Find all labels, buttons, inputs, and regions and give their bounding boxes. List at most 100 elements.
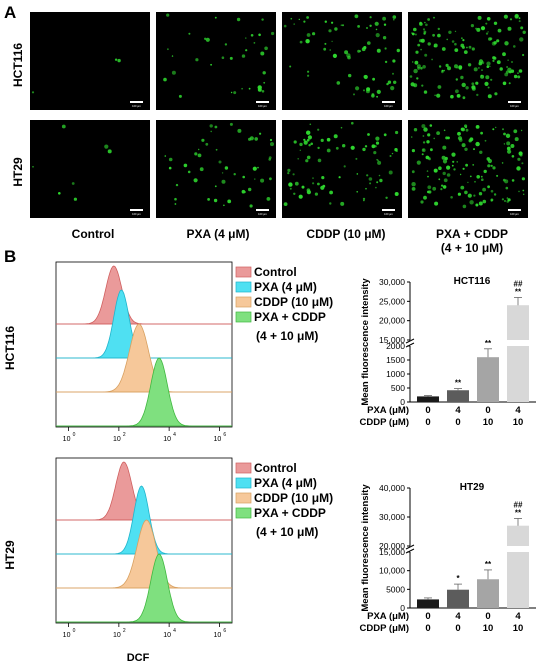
- fluorescent-cell: [292, 173, 295, 176]
- fluorescent-cell: [495, 126, 497, 129]
- fluorescent-cell: [270, 142, 274, 147]
- fluorescent-cell: [420, 200, 424, 204]
- fluorescent-cell: [460, 75, 464, 80]
- fluorescent-cell: [475, 141, 480, 147]
- fluorescent-cell: [478, 192, 483, 196]
- fluorescent-cell: [252, 166, 257, 171]
- fluorescent-cell: [323, 47, 327, 51]
- legend-label-combo: PXA + CDDP: [254, 506, 326, 520]
- fluorescent-cell: [289, 65, 292, 68]
- fluorescent-cell: [522, 53, 525, 57]
- cddp-dose: 10: [513, 623, 524, 634]
- fluorescent-cell: [365, 187, 367, 190]
- fluorescent-cell: [467, 181, 469, 184]
- fluorescent-cell: [436, 131, 440, 136]
- legend-swatch-control: [235, 266, 252, 278]
- fluorescent-cell: [440, 188, 443, 191]
- fluorescent-cell: [482, 187, 486, 192]
- fluorescent-cell: [199, 167, 204, 172]
- fluorescent-cell: [317, 158, 322, 163]
- y-tick-label: 20,000: [379, 316, 405, 326]
- fluorescent-cell: [346, 53, 351, 58]
- pxa-dose: 4: [515, 611, 521, 622]
- legend-label-cddp: CDDP (10 μM): [254, 295, 333, 309]
- y-tick-label: 0: [400, 397, 405, 407]
- fluorescent-cell: [306, 138, 310, 142]
- fluorescent-cell: [451, 164, 454, 167]
- fluorescent-cell: [437, 85, 442, 89]
- scale-bar: [256, 209, 269, 211]
- fluorescent-cell: [254, 137, 258, 141]
- fluorescent-cell: [197, 153, 202, 158]
- fluorescent-cell: [416, 64, 421, 69]
- cddp-dose: 10: [483, 417, 494, 428]
- y-tick-label: 500: [391, 383, 405, 393]
- fluorescent-cell: [340, 201, 345, 206]
- fluorescent-cell: [340, 126, 343, 129]
- fluorescent-cell: [457, 192, 461, 196]
- fluorescent-cell: [376, 48, 381, 53]
- fluorescent-cell: [298, 194, 303, 199]
- fluorescent-cell: [305, 39, 310, 44]
- fluorescent-cell: [411, 149, 415, 153]
- y-tick-label: 20,000: [379, 541, 405, 551]
- fluorescent-cell: [31, 91, 35, 94]
- fluorescent-cell: [329, 190, 333, 195]
- fluorescent-cell: [462, 167, 465, 170]
- fluorescent-cell: [260, 51, 265, 56]
- fluorescent-cell: [475, 125, 480, 129]
- fluorescent-cell: [477, 15, 482, 20]
- fluorescent-cell: [329, 49, 332, 51]
- fluorescent-cell: [392, 59, 396, 63]
- axis-break-mark: [405, 338, 415, 344]
- fluorescent-cell: [321, 176, 325, 180]
- fluorescent-cell: [507, 59, 509, 61]
- fluorescent-cell: [32, 166, 34, 168]
- hist-row-label-hct116: HCT116: [3, 326, 17, 370]
- fluorescent-cell: [462, 204, 467, 209]
- fluorescent-cell: [523, 193, 525, 195]
- scale-bar: [508, 209, 521, 211]
- row-label-hct116: HCT116: [11, 43, 25, 87]
- bar-4-upper: [507, 305, 529, 340]
- fluorescent-cell: [390, 86, 395, 91]
- pxa-dose: 4: [455, 405, 461, 416]
- fluorescent-cell: [207, 198, 211, 201]
- fluorescent-cell: [473, 194, 476, 197]
- legend-label-combo-dose: (4 + 10 μM): [256, 525, 318, 539]
- fluorescent-cell: [501, 162, 504, 164]
- fluorescent-cell: [375, 28, 378, 31]
- fluorescent-cell: [420, 48, 422, 51]
- fluorescent-cell: [342, 144, 346, 148]
- fluorescent-cell: [437, 27, 440, 31]
- column-label-pxa: PXA (4 μM): [187, 227, 250, 241]
- fluorescent-cell: [504, 41, 509, 46]
- micrograph-ht29-1: [30, 120, 150, 218]
- fluorescent-cell: [167, 48, 169, 51]
- fluorescent-cell: [248, 187, 252, 192]
- significance-annotation: ##: [514, 500, 523, 509]
- fluorescent-cell: [494, 92, 498, 96]
- fluorescent-cell: [241, 87, 243, 90]
- fluorescent-cell: [464, 147, 468, 151]
- fluorescent-cell: [502, 52, 506, 57]
- fluorescent-cell: [489, 65, 491, 68]
- fluorescent-cell: [353, 93, 355, 96]
- fluorescent-cell: [509, 18, 513, 21]
- fluorescent-cell: [374, 21, 379, 26]
- fluorescent-cell: [343, 165, 346, 168]
- scale-bar: [256, 101, 269, 103]
- fluorescent-cell: [481, 69, 483, 71]
- fluorescent-cell: [461, 127, 465, 132]
- fluorescent-cell: [392, 15, 397, 19]
- fluorescent-cell: [303, 138, 306, 141]
- fluorescent-cell: [487, 94, 492, 99]
- fluorescent-cell: [461, 82, 466, 88]
- pxa-dose: 0: [425, 405, 430, 416]
- legend-label-cddp: CDDP (10 μM): [254, 491, 333, 505]
- legend-swatch-cddp: [235, 492, 252, 504]
- fluorescent-cell: [377, 160, 382, 165]
- y-axis-label: Mean fluorescence intensity: [360, 484, 371, 612]
- fluorescent-cell: [475, 203, 479, 207]
